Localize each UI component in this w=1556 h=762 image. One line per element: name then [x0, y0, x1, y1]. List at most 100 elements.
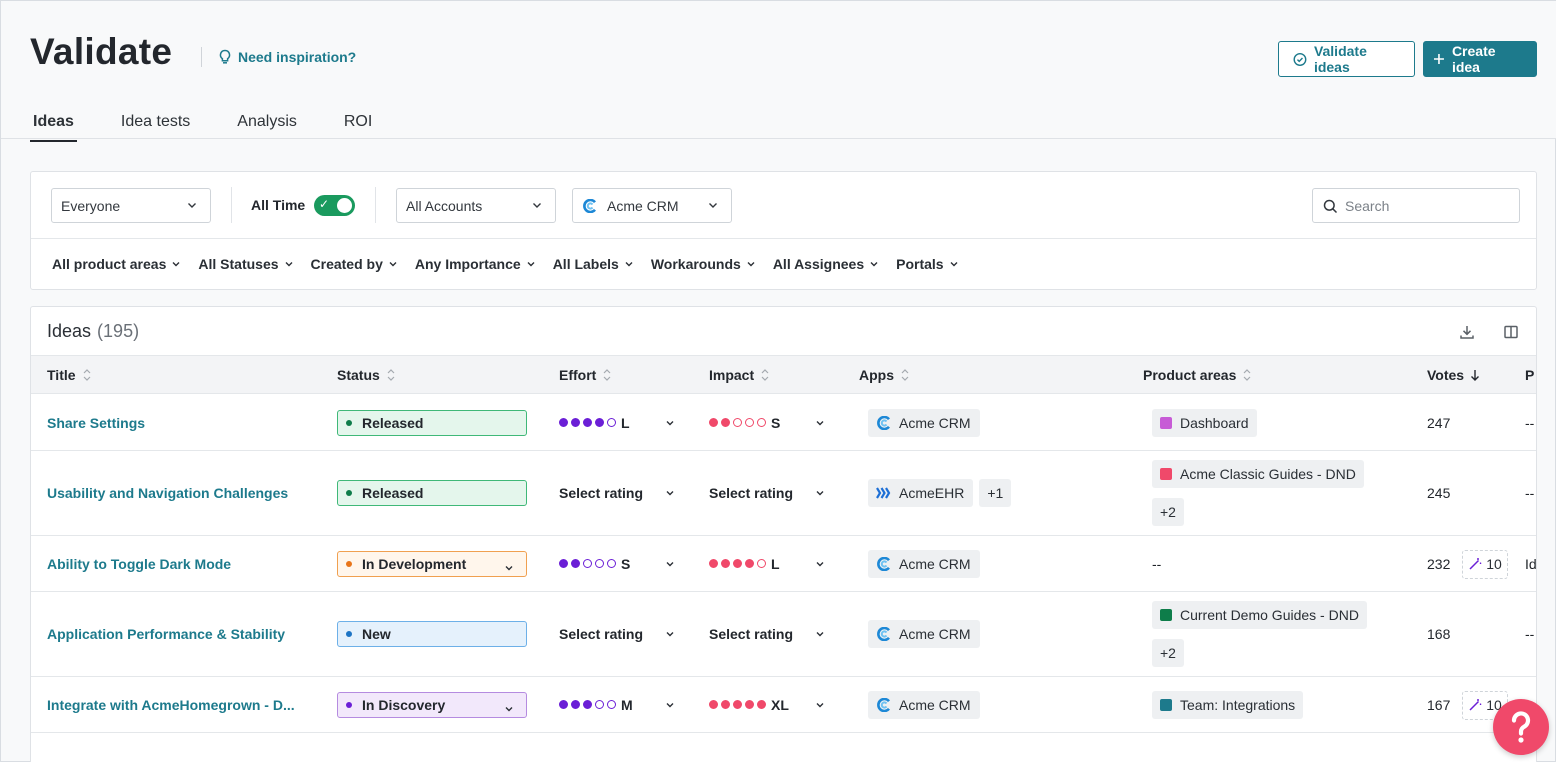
- table-row[interactable]: Integrate with AcmeHomegrown - D... In Di…: [31, 677, 1536, 733]
- filter-workarounds[interactable]: Workarounds: [651, 256, 756, 272]
- impact-rating[interactable]: Select rating: [709, 485, 793, 501]
- sort-icon: [1243, 369, 1251, 381]
- tab-roi[interactable]: ROI: [343, 113, 373, 130]
- app-tag[interactable]: Acme CRM: [868, 620, 980, 648]
- ai-votes-badge[interactable]: 10: [1462, 549, 1508, 579]
- impact-dropdown[interactable]: [815, 451, 825, 535]
- effort-rating[interactable]: M: [559, 697, 633, 713]
- table-row[interactable]: Share Settings Released L S Acme CRM Dashboar…: [31, 395, 1536, 451]
- column-header-votes[interactable]: Votes: [1427, 367, 1480, 383]
- chevron-down-icon: [950, 262, 958, 267]
- magic-wand-icon: [1469, 699, 1482, 711]
- effort-rating[interactable]: L: [559, 415, 630, 431]
- need-inspiration-label: Need inspiration?: [238, 49, 357, 65]
- column-header-title[interactable]: Title: [47, 367, 92, 383]
- filter-product-areas[interactable]: All product areas: [52, 256, 181, 272]
- product-area-tag[interactable]: Acme Classic Guides - DND: [1152, 460, 1364, 488]
- table-row[interactable]: [31, 733, 1536, 762]
- filter-assignees[interactable]: All Assignees: [773, 256, 879, 272]
- column-header-product-areas[interactable]: Product areas: [1143, 367, 1252, 383]
- column-header-apps[interactable]: Apps: [859, 367, 910, 383]
- column-impact-label: Impact: [709, 367, 755, 383]
- filter-importance[interactable]: Any Importance: [415, 256, 536, 272]
- product-area-tag[interactable]: Dashboard: [1152, 408, 1257, 437]
- column-header-impact[interactable]: Impact: [709, 367, 770, 383]
- impact-dropdown[interactable]: [815, 592, 825, 676]
- app-name: Acme CRM: [899, 626, 971, 642]
- status-dropdown[interactable]: In Development: [337, 550, 527, 577]
- app-more-tag[interactable]: +1: [979, 479, 1012, 507]
- app-tag[interactable]: Acme CRM: [868, 549, 980, 578]
- rating-dot: [583, 418, 592, 427]
- idea-title-link[interactable]: Share Settings: [47, 414, 146, 431]
- product-area-tag[interactable]: Team: Integrations: [1152, 690, 1304, 719]
- status-dropdown[interactable]: New: [337, 621, 527, 647]
- impact-dropdown[interactable]: [815, 395, 825, 450]
- tab-idea-tests[interactable]: Idea tests: [120, 113, 191, 130]
- impact-dropdown[interactable]: [815, 536, 825, 591]
- idea-title-link[interactable]: Application Performance & Stability: [47, 626, 286, 642]
- rating-dot: [745, 700, 754, 709]
- status-dropdown[interactable]: Released: [337, 409, 527, 436]
- table-row[interactable]: Usability and Navigation Challenges Relea…: [31, 451, 1536, 536]
- effort-dropdown[interactable]: [665, 451, 675, 535]
- filter-pill-label: All Assignees: [772, 256, 865, 272]
- idea-title-link[interactable]: Integrate with AcmeHomegrown - D...: [47, 696, 295, 713]
- accounts-select[interactable]: All Accounts: [396, 188, 556, 223]
- status-dropdown[interactable]: In Discovery: [337, 691, 527, 718]
- product-area-more-tag[interactable]: +2: [1152, 498, 1184, 526]
- table-row[interactable]: Application Performance & Stability New Se…: [31, 592, 1536, 677]
- download-icon[interactable]: [1458, 323, 1476, 341]
- column-title-label: Title: [47, 367, 76, 383]
- impact-rating[interactable]: S: [709, 415, 780, 431]
- rating-dot: [595, 559, 604, 568]
- chevron-down-icon: [172, 262, 180, 267]
- columns-icon[interactable]: [1502, 323, 1520, 341]
- tab-analysis[interactable]: Analysis: [237, 113, 297, 130]
- column-header-effort[interactable]: Effort: [559, 367, 612, 383]
- divider: [231, 187, 232, 223]
- effort-rating[interactable]: S: [559, 556, 630, 572]
- column-header-status[interactable]: Status: [337, 367, 396, 383]
- filter-created-by[interactable]: Created by: [311, 256, 398, 272]
- impact-dropdown[interactable]: [815, 677, 825, 732]
- rating-dot: [559, 559, 568, 568]
- effort-rating[interactable]: Select rating: [559, 626, 643, 642]
- tab-ideas[interactable]: Ideas: [30, 109, 77, 142]
- status-dropdown[interactable]: Released: [337, 480, 527, 506]
- app-tag[interactable]: AcmeEHR: [868, 479, 974, 507]
- chevron-down-icon: [505, 706, 513, 711]
- impact-placeholder: Select rating: [709, 626, 794, 642]
- effort-dropdown[interactable]: [665, 677, 675, 732]
- all-time-toggle[interactable]: ✓: [314, 195, 355, 216]
- filter-statuses[interactable]: All Statuses: [198, 256, 293, 272]
- impact-rating[interactable]: L: [709, 556, 780, 572]
- effort-dropdown[interactable]: [665, 536, 675, 591]
- effort-dropdown[interactable]: [665, 395, 675, 450]
- effort-placeholder: Select rating: [559, 485, 644, 501]
- app-select[interactable]: Acme CRM: [572, 188, 732, 223]
- need-inspiration-link[interactable]: Need inspiration?: [201, 47, 356, 67]
- audience-select[interactable]: Everyone: [51, 188, 211, 223]
- filter-labels[interactable]: All Labels: [553, 256, 634, 272]
- app-tag[interactable]: Acme CRM: [868, 408, 980, 437]
- impact-rating[interactable]: XL: [709, 697, 789, 713]
- idea-title-link[interactable]: Usability and Navigation Challenges: [47, 485, 289, 501]
- table-row[interactable]: Ability to Toggle Dark Mode In Developmen…: [31, 536, 1536, 592]
- impact-rating[interactable]: Select rating: [709, 626, 793, 642]
- product-area-tag[interactable]: Current Demo Guides - DND: [1152, 601, 1367, 629]
- column-header-more[interactable]: P: [1525, 367, 1534, 383]
- validate-ideas-button[interactable]: Validate ideas: [1278, 41, 1415, 77]
- filter-portals[interactable]: Portals: [896, 256, 958, 272]
- product-area-more-tag[interactable]: +2: [1152, 639, 1184, 667]
- search-input[interactable]: Search: [1312, 188, 1520, 223]
- effort-rating[interactable]: Select rating: [559, 485, 643, 501]
- create-idea-button[interactable]: Create idea: [1423, 41, 1537, 77]
- idea-title-link[interactable]: Ability to Toggle Dark Mode: [47, 555, 232, 572]
- help-button[interactable]: [1493, 699, 1549, 755]
- extra-column-value: --: [1525, 414, 1535, 431]
- app-tag[interactable]: Acme CRM: [868, 690, 980, 719]
- rating-dot: [721, 418, 730, 427]
- rating-dot: [745, 418, 754, 427]
- effort-dropdown[interactable]: [665, 592, 675, 676]
